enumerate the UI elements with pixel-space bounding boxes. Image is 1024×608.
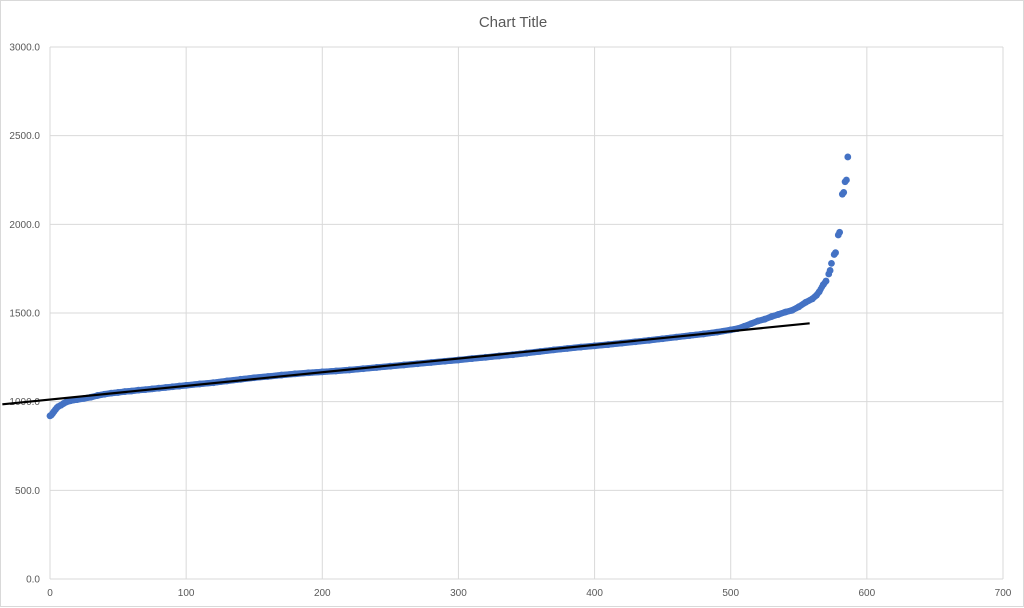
- scatter-point: [822, 277, 830, 285]
- scatter-point: [843, 176, 850, 184]
- scatter-point: [795, 303, 803, 311]
- scatter-point: [836, 228, 844, 236]
- scatter-point: [761, 315, 769, 323]
- gridlines: [49, 46, 1004, 580]
- y-tick-label: 2500.0: [9, 131, 40, 142]
- trendline: [2, 322, 810, 406]
- y-tick-label: 0.0: [26, 575, 40, 586]
- x-tick-label: 200: [314, 588, 331, 599]
- y-tick-label: 2000.0: [9, 220, 40, 231]
- x-tick-label: 0: [47, 588, 53, 599]
- scatter-point: [781, 308, 789, 316]
- x-tick-label: 300: [450, 588, 467, 599]
- x-tick-label: 600: [859, 588, 876, 599]
- x-tick-label: 100: [178, 588, 195, 599]
- scatter-point: [774, 311, 782, 318]
- scatter-point: [754, 317, 762, 325]
- scatter-point: [740, 322, 748, 330]
- y-tick-label: 500.0: [15, 486, 40, 497]
- y-tick-label: 1500.0: [9, 309, 40, 320]
- scatter-point: [832, 249, 839, 257]
- scatter-point: [802, 298, 809, 306]
- scatter-point: [747, 320, 755, 328]
- scatter-point: [768, 313, 775, 320]
- scatter-point: [828, 259, 835, 267]
- x-tick-label: 700: [995, 588, 1012, 599]
- scatter-point: [67, 397, 74, 405]
- scatter-point: [826, 267, 834, 274]
- data-series: [2, 153, 852, 420]
- x-axis-tick-labels: 0 100 200 300 400 500 600 700: [47, 588, 1012, 599]
- scatter-point: [815, 288, 823, 296]
- y-tick-label: 3000.0: [9, 43, 40, 54]
- x-tick-label: 400: [586, 588, 603, 599]
- scatter-point: [840, 189, 848, 196]
- chart-title: Chart Title: [479, 14, 547, 31]
- scatter-point: [788, 306, 796, 314]
- scatter-point: [844, 153, 852, 161]
- x-tick-label: 500: [722, 588, 739, 599]
